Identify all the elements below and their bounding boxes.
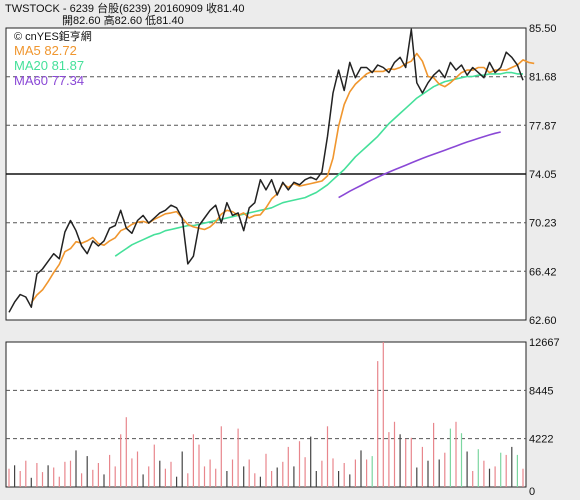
volume-gridlines xyxy=(6,389,526,440)
price-series xyxy=(8,28,535,313)
legend-entry-1: MA20 81.87 xyxy=(14,58,84,73)
price-tick-label: 85.50 xyxy=(529,23,557,35)
header-line1: TWSTOCK - 6239 台股(6239) 20160909 收81.40 xyxy=(5,1,244,15)
series-price-line xyxy=(8,28,524,313)
legend-entry-2: MA60 77.34 xyxy=(14,73,84,88)
legend-entry-0: MA5 82.72 xyxy=(14,43,77,58)
price-tick-label: 81.68 xyxy=(529,72,557,84)
volume-tick-label: 4222 xyxy=(529,434,553,446)
price-tick-label: 74.05 xyxy=(529,169,557,181)
watermark-text: © cnYES鉅亨網 xyxy=(14,29,92,43)
price-tick-label: 62.60 xyxy=(529,315,557,327)
price-tick-label: 77.87 xyxy=(529,120,557,132)
volume-panel: 12667 8445 4222 0 xyxy=(5,337,560,498)
volume-axis-ticks: 12667 8445 4222 0 xyxy=(529,337,560,498)
volume-tick-label: 0 xyxy=(529,486,535,498)
price-tick-label: 66.42 xyxy=(529,266,557,278)
price-panel: 85.50 81.68 77.87 74.05 70.23 66.42 62.60 © cn… xyxy=(5,23,557,327)
volume-tick-label: 8445 xyxy=(529,385,553,397)
price-gridlines xyxy=(6,76,526,272)
price-axis-ticks: 85.50 81.68 77.87 74.05 70.23 66.42 62.60 xyxy=(529,23,557,327)
series-ma60-line xyxy=(338,131,501,199)
volume-bars xyxy=(8,342,524,487)
header-line2: 開82.60 高82.60 低81.40 xyxy=(62,13,184,27)
volume-tick-label: 12667 xyxy=(529,337,560,349)
price-tick-label: 70.23 xyxy=(529,218,557,230)
